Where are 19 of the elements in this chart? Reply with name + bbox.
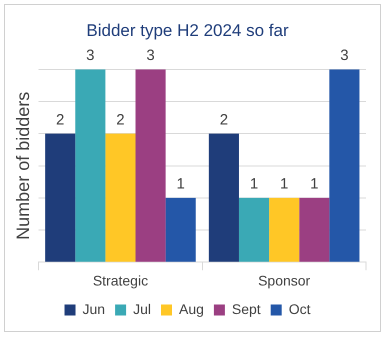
legend-label: Jun [82, 300, 106, 317]
legend-label: Jul [133, 300, 151, 317]
data-label: 2 [116, 111, 125, 128]
data-label: 1 [176, 176, 185, 193]
data-label: 3 [146, 47, 155, 64]
data-label: 3 [340, 47, 349, 64]
x-tick-label: Strategic [92, 272, 148, 288]
data-label: 1 [250, 176, 258, 193]
legend-label: Sept [232, 300, 261, 317]
data-label: 3 [86, 47, 94, 64]
chart-title: Bidder type H2 2024 so far [86, 20, 289, 40]
data-label: 1 [310, 176, 318, 193]
x-tick-label: Sponsor [258, 272, 311, 288]
data-label: 2 [56, 111, 64, 128]
y-axis-title: Number of bidders [12, 92, 33, 240]
data-label: 1 [280, 176, 288, 193]
data-label: 2 [220, 111, 228, 128]
legend-label: Aug [178, 300, 204, 317]
legend-label: Oct [288, 300, 311, 317]
